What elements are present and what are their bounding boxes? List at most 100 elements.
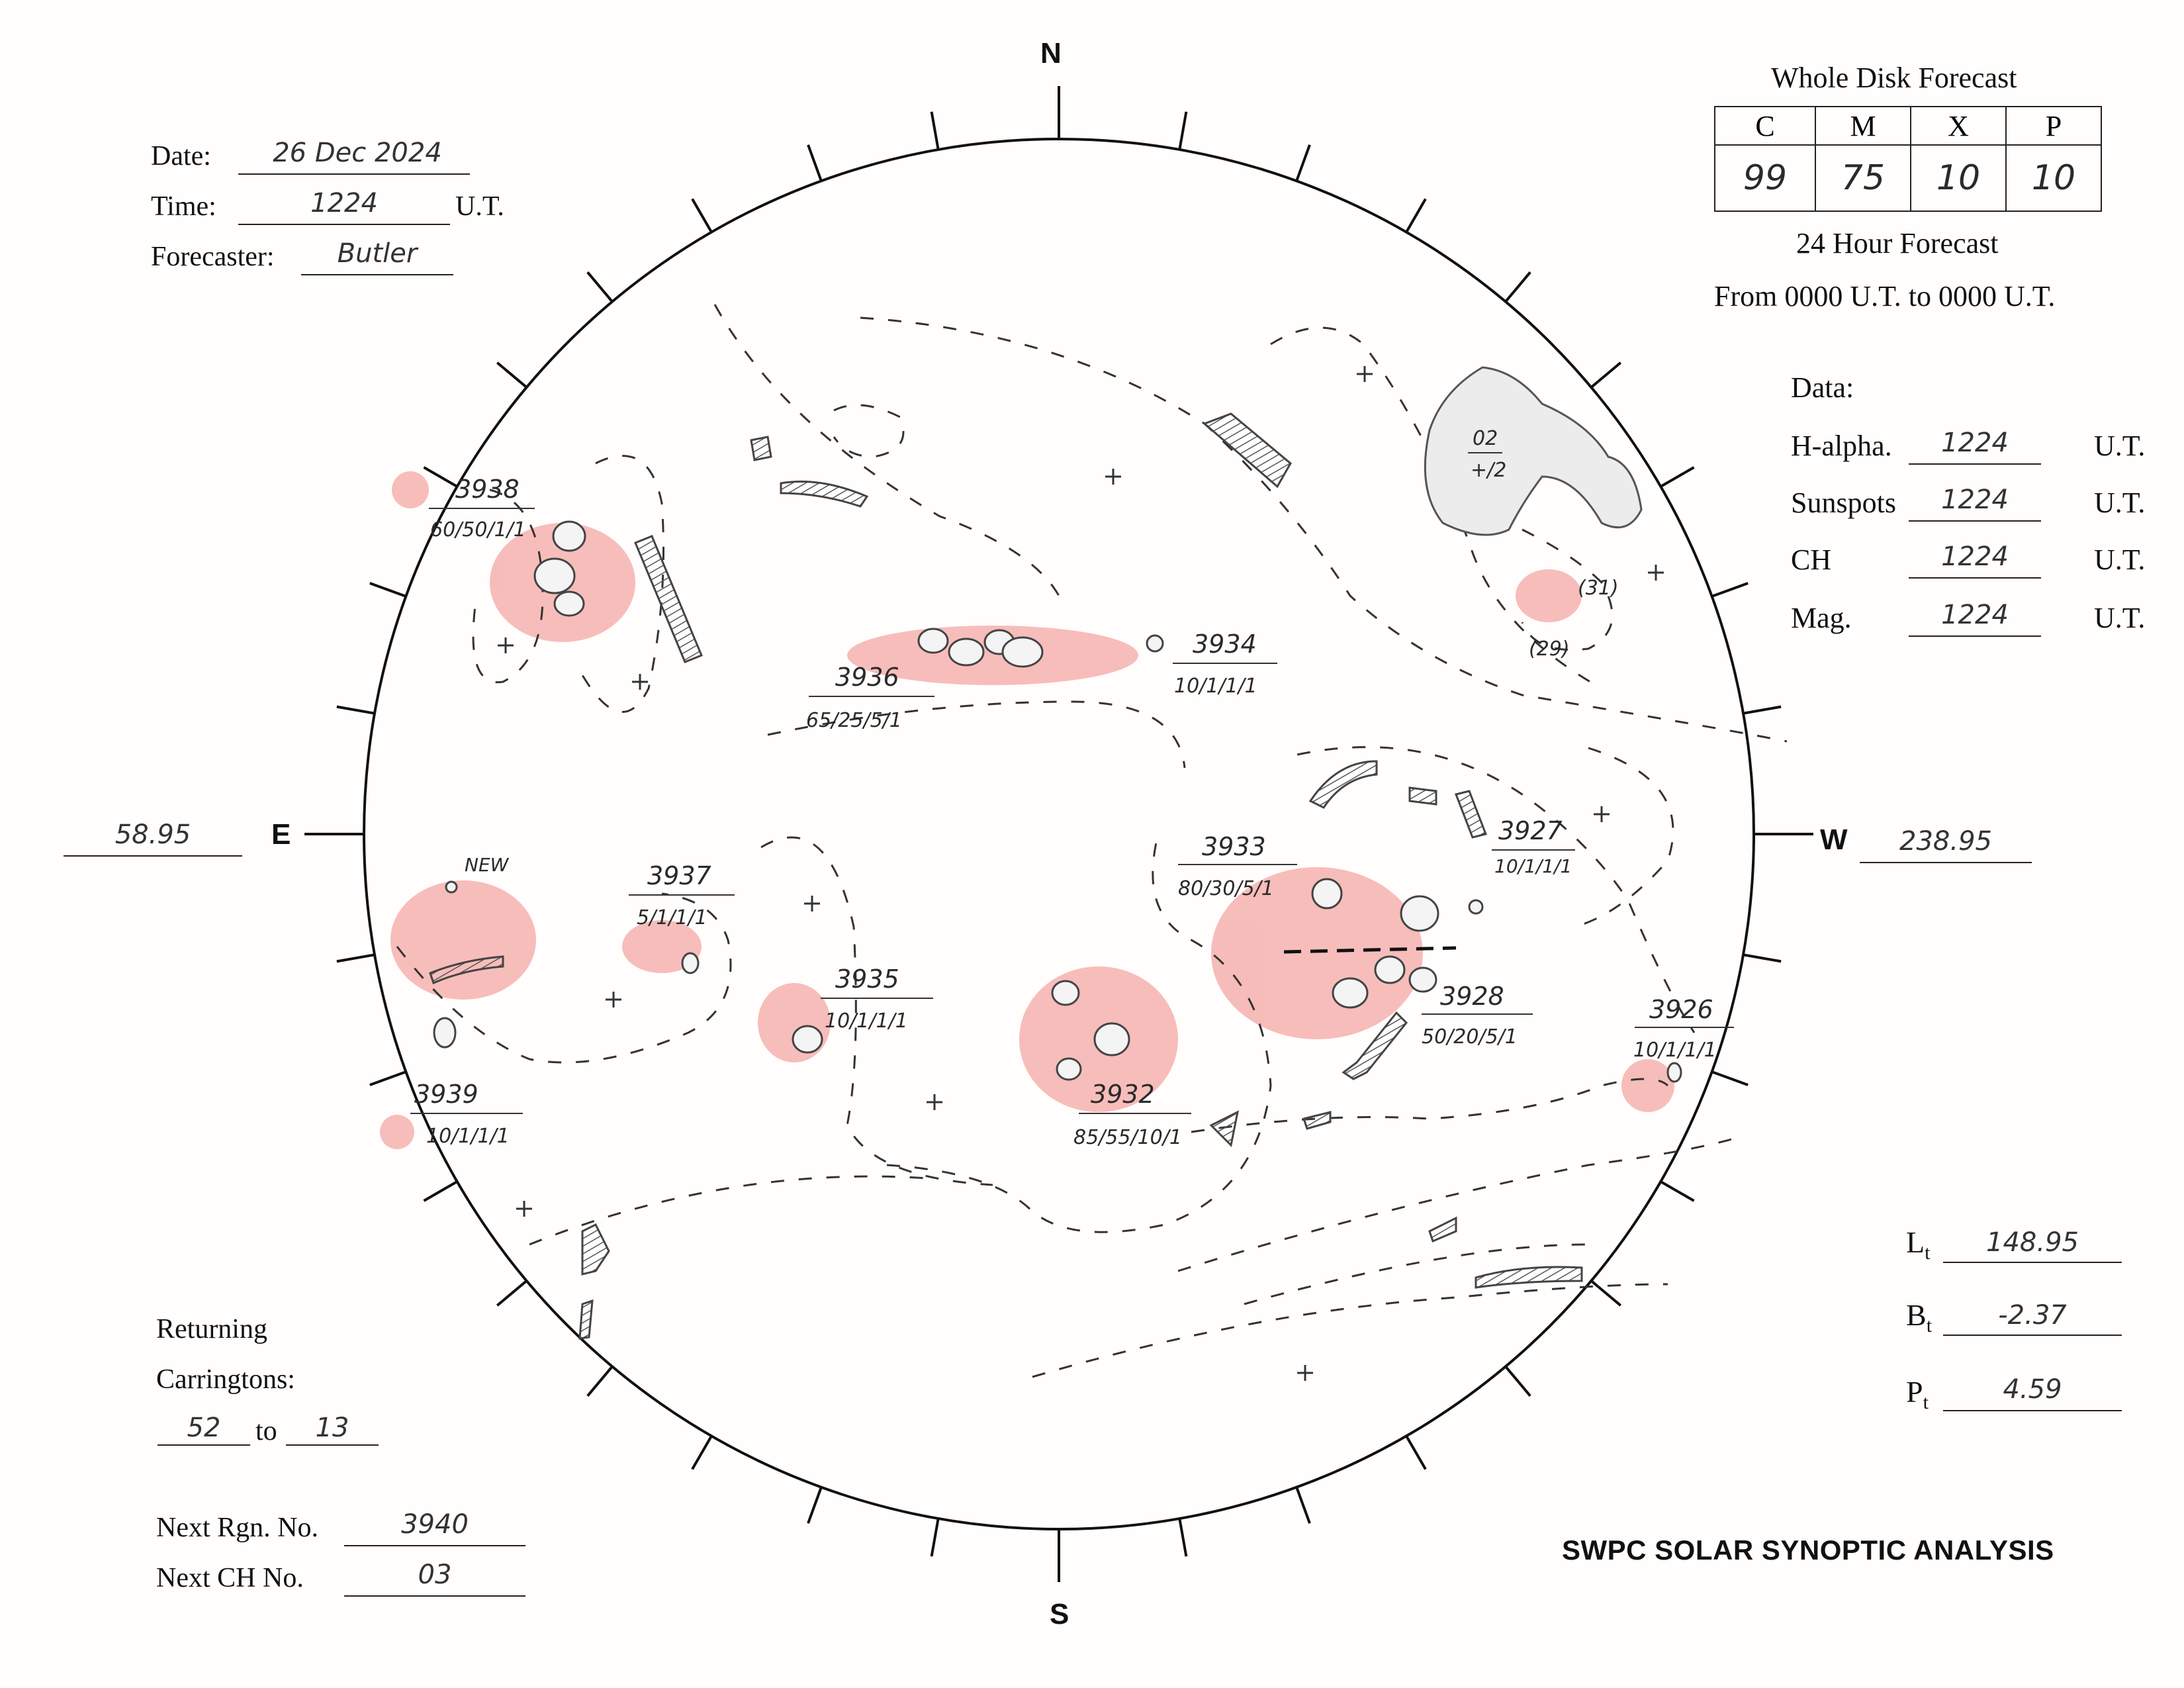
filament-12 xyxy=(581,1223,610,1276)
region-3936-number: 3936 xyxy=(835,663,899,692)
limb-tick xyxy=(1295,144,1311,182)
spot-3933-a xyxy=(1311,878,1343,910)
spot-3928-c xyxy=(1408,966,1437,993)
spot-3937 xyxy=(681,952,700,974)
limb-tick xyxy=(1405,198,1427,233)
spot-3927 xyxy=(1468,899,1484,915)
data-row-halpha-underline xyxy=(1909,463,2041,465)
spot-3936-a xyxy=(917,628,949,654)
region-3935-number: 3935 xyxy=(835,964,899,994)
pt-letter: P xyxy=(1906,1375,1923,1409)
limb-tick xyxy=(1178,1518,1188,1557)
filament-15 xyxy=(1302,1111,1332,1130)
sunspots xyxy=(433,520,1682,1083)
data-row-ch-unit: U.T. xyxy=(2094,543,2146,576)
data-row-halpha-label: H-alpha. xyxy=(1791,430,1892,462)
bt-value: -2.37 xyxy=(1998,1300,2067,1331)
limb-tick xyxy=(1743,953,1782,963)
limb-tick xyxy=(369,582,407,598)
time-unit: U.T. xyxy=(455,191,504,222)
solar-limb xyxy=(363,138,1755,1530)
region-3933-number: 3933 xyxy=(1202,832,1266,861)
region-3936-class: 65/25/5/1 xyxy=(806,709,902,732)
limb-tick xyxy=(1590,1280,1622,1307)
plage-areas xyxy=(380,471,1674,1149)
plage-3926 xyxy=(1621,1059,1674,1112)
plus-marker-3 xyxy=(632,674,648,690)
ch-29-annotation: (29) xyxy=(1529,637,1570,661)
plage-3935 xyxy=(758,983,831,1062)
coronal-hole-polarity: +/2 xyxy=(1471,459,1506,482)
forecast-range: From 0000 U.T. to 0000 U.T. xyxy=(1714,280,2056,312)
date-label: Date: xyxy=(151,141,211,171)
pt-subscript: t xyxy=(1923,1391,1929,1414)
limb-tick xyxy=(336,953,375,963)
data-row-mag-unit: U.T. xyxy=(2094,602,2146,634)
west-longitude-underline xyxy=(1860,862,2032,863)
lt-subscript: t xyxy=(1925,1242,1931,1264)
pt-label: Pt xyxy=(1906,1374,1929,1414)
limb-tick xyxy=(336,705,375,715)
region-3938-class: 60/50/1/1 xyxy=(430,518,526,541)
plus-marker-11 xyxy=(1297,1365,1313,1381)
limb-tick xyxy=(423,466,458,488)
limb-tick xyxy=(1504,271,1531,303)
plus-marker-4 xyxy=(498,637,514,653)
polarity-markers xyxy=(498,366,1664,1381)
time-label: Time: xyxy=(151,191,216,222)
east-label: E xyxy=(271,818,291,851)
lt-underline xyxy=(1943,1262,2122,1263)
region-3935-class: 10/1/1/1 xyxy=(825,1009,908,1033)
returning-from-underline xyxy=(158,1444,250,1446)
plus-marker-6 xyxy=(606,992,621,1008)
spot-3938-c xyxy=(553,590,585,617)
date-value: 26 Dec 2024 xyxy=(273,138,442,168)
neutral-line-10 xyxy=(1297,746,1696,1033)
forecaster-value: Butler xyxy=(337,238,418,269)
lt-label: Lt xyxy=(1906,1225,1930,1264)
east-longitude-value: 58.95 xyxy=(114,820,191,850)
north-label: N xyxy=(1040,37,1062,70)
next-ch-label: Next CH No. xyxy=(156,1563,304,1593)
limb-tick xyxy=(930,1518,940,1557)
region-3937-class: 5/1/1/1 xyxy=(637,906,707,929)
limb-ticks xyxy=(336,111,1782,1557)
chart-title: SWPC SOLAR SYNOPTIC ANALYSIS xyxy=(1562,1534,2054,1566)
forecast-header-p: P xyxy=(2005,106,2102,146)
new-region-annotation: NEW xyxy=(465,854,510,876)
plus-marker-5 xyxy=(804,896,820,912)
limb-tick xyxy=(1660,1180,1695,1202)
forecaster-underline xyxy=(301,274,453,275)
spot-3939 xyxy=(433,1017,457,1049)
plus-marker-10 xyxy=(516,1201,532,1217)
neutral-line-16 xyxy=(1244,1243,1589,1305)
limb-tick xyxy=(496,1280,527,1307)
forecast-value-p: 10 xyxy=(2005,144,2102,212)
forecast-value-c: 99 xyxy=(1714,144,1816,212)
data-row-sunspots-value: 1224 xyxy=(1941,485,2009,515)
bt-label: Bt xyxy=(1906,1297,1932,1337)
data-label: Data: xyxy=(1791,371,1854,404)
spot-3936-b xyxy=(948,637,985,667)
region-3934-number: 3934 xyxy=(1193,630,1257,659)
time-value: 1224 xyxy=(310,188,378,218)
neutral-line-13 xyxy=(529,1175,927,1246)
coronal-hole-number: 02 xyxy=(1473,427,1498,450)
plage-3933 xyxy=(1211,867,1423,1039)
spot-3932-c xyxy=(1056,1057,1082,1081)
east-longitude-underline xyxy=(64,855,242,857)
data-row-sunspots-underline xyxy=(1909,520,2041,522)
west-label: W xyxy=(1820,823,1848,856)
data-row-mag-label: Mag. xyxy=(1791,602,1852,634)
limb-tick xyxy=(1590,361,1622,389)
filament-13 xyxy=(578,1299,594,1340)
limb-tick xyxy=(1743,705,1782,715)
plage-limb-ne xyxy=(392,471,429,508)
filament-4 xyxy=(750,436,772,461)
neutral-line-8 xyxy=(886,833,1272,1233)
plus-marker-1 xyxy=(1105,469,1121,485)
spot-3926 xyxy=(1666,1062,1682,1083)
neutral-line-17 xyxy=(833,404,905,458)
filaments xyxy=(429,412,1583,1340)
data-row-halpha-value: 1224 xyxy=(1941,428,2009,458)
